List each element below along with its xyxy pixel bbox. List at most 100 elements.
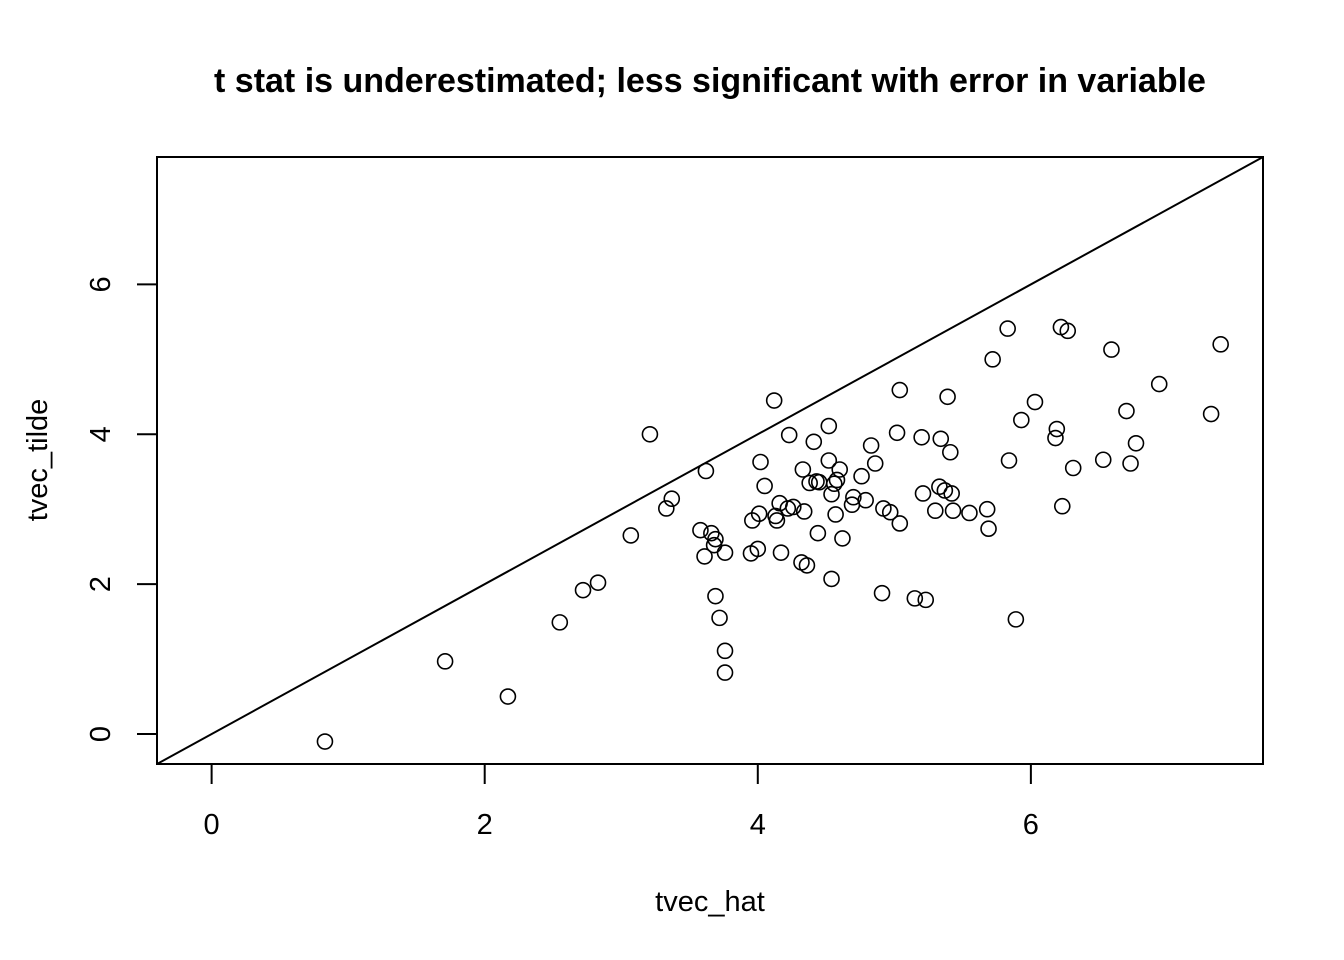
data-point bbox=[828, 471, 846, 489]
data-point bbox=[932, 430, 950, 448]
data-point bbox=[794, 461, 812, 478]
data-point bbox=[834, 530, 851, 547]
data-point bbox=[641, 425, 659, 443]
data-point bbox=[1013, 411, 1030, 429]
data-point bbox=[768, 512, 786, 529]
data-point bbox=[862, 437, 880, 454]
data-point bbox=[1059, 322, 1077, 340]
data-point bbox=[857, 491, 874, 509]
data-point bbox=[917, 591, 935, 609]
data-point bbox=[823, 485, 840, 503]
data-point bbox=[1212, 336, 1229, 353]
data-point bbox=[827, 506, 844, 523]
data-point bbox=[752, 453, 769, 471]
data-point bbox=[574, 581, 592, 599]
reference-line-layer bbox=[157, 157, 1263, 764]
data-point bbox=[913, 428, 930, 446]
data-point bbox=[765, 392, 783, 409]
y-tick-label: 6 bbox=[85, 276, 117, 292]
data-point bbox=[622, 527, 640, 544]
data-point bbox=[784, 498, 802, 516]
data-point bbox=[942, 443, 959, 461]
data-point bbox=[1127, 434, 1145, 452]
points-layer bbox=[316, 318, 1229, 750]
data-point bbox=[551, 614, 569, 631]
data-point bbox=[436, 653, 454, 670]
data-point bbox=[944, 502, 962, 520]
data-point bbox=[716, 664, 734, 681]
data-point bbox=[756, 477, 773, 495]
data-point bbox=[750, 505, 768, 523]
data-point bbox=[820, 417, 838, 435]
data-point bbox=[1047, 429, 1064, 447]
data-point bbox=[961, 504, 978, 522]
chart-title: t stat is underestimated; less significa… bbox=[214, 62, 1206, 100]
y-tick-label: 4 bbox=[85, 426, 117, 442]
reference-line-y-equals-x bbox=[157, 157, 1263, 764]
data-point bbox=[845, 488, 862, 506]
data-point bbox=[926, 502, 944, 520]
data-point bbox=[866, 455, 884, 472]
data-point bbox=[1000, 452, 1018, 469]
y-axis: 0 2 4 6 bbox=[85, 276, 158, 742]
data-point bbox=[891, 515, 909, 532]
data-point bbox=[1202, 405, 1220, 423]
data-point bbox=[891, 381, 909, 399]
data-point bbox=[749, 540, 767, 558]
data-point bbox=[831, 461, 849, 478]
data-point bbox=[772, 544, 790, 561]
x-tick-label: 6 bbox=[1023, 809, 1039, 841]
x-axis-label: tvec_hat bbox=[655, 886, 765, 918]
data-point bbox=[1094, 451, 1112, 469]
data-point bbox=[939, 388, 956, 406]
data-point bbox=[943, 485, 960, 502]
data-point bbox=[697, 462, 715, 480]
data-point bbox=[707, 530, 724, 548]
x-tick-label: 0 bbox=[204, 809, 220, 841]
data-point bbox=[692, 521, 709, 539]
data-point bbox=[1103, 341, 1120, 358]
data-point bbox=[658, 500, 675, 517]
x-tick-label: 4 bbox=[750, 809, 766, 841]
data-point bbox=[589, 574, 607, 591]
y-axis-label: tvec_tilde bbox=[22, 399, 54, 522]
data-point bbox=[1007, 611, 1025, 628]
data-point bbox=[853, 467, 870, 485]
data-point bbox=[809, 524, 827, 542]
data-point bbox=[805, 433, 823, 451]
data-point bbox=[316, 733, 334, 750]
data-point bbox=[1048, 420, 1066, 438]
data-point bbox=[711, 609, 728, 627]
data-point bbox=[914, 485, 932, 502]
data-point bbox=[1122, 455, 1139, 472]
data-point bbox=[820, 452, 838, 469]
data-point bbox=[780, 426, 798, 444]
data-point bbox=[707, 587, 724, 605]
data-point bbox=[716, 544, 734, 561]
data-point bbox=[980, 520, 997, 537]
data-point bbox=[798, 557, 816, 574]
data-point bbox=[999, 320, 1016, 337]
data-point bbox=[1026, 393, 1044, 411]
y-tick-label: 2 bbox=[85, 576, 117, 592]
x-tick-label: 2 bbox=[477, 809, 493, 841]
data-point bbox=[795, 503, 813, 520]
data-point bbox=[696, 548, 713, 565]
data-point bbox=[881, 503, 899, 521]
data-point bbox=[1053, 497, 1071, 515]
data-point bbox=[499, 688, 517, 705]
data-point bbox=[984, 351, 1001, 368]
data-point bbox=[663, 490, 681, 508]
y-tick-label: 0 bbox=[85, 726, 117, 742]
data-point bbox=[823, 570, 840, 588]
data-point bbox=[888, 424, 906, 442]
data-point bbox=[906, 590, 924, 607]
data-point bbox=[825, 475, 843, 493]
data-point bbox=[1064, 459, 1082, 477]
data-point bbox=[1150, 375, 1168, 393]
data-point bbox=[716, 642, 734, 660]
data-point bbox=[873, 584, 891, 602]
data-point bbox=[1118, 402, 1135, 420]
data-point bbox=[978, 500, 996, 518]
